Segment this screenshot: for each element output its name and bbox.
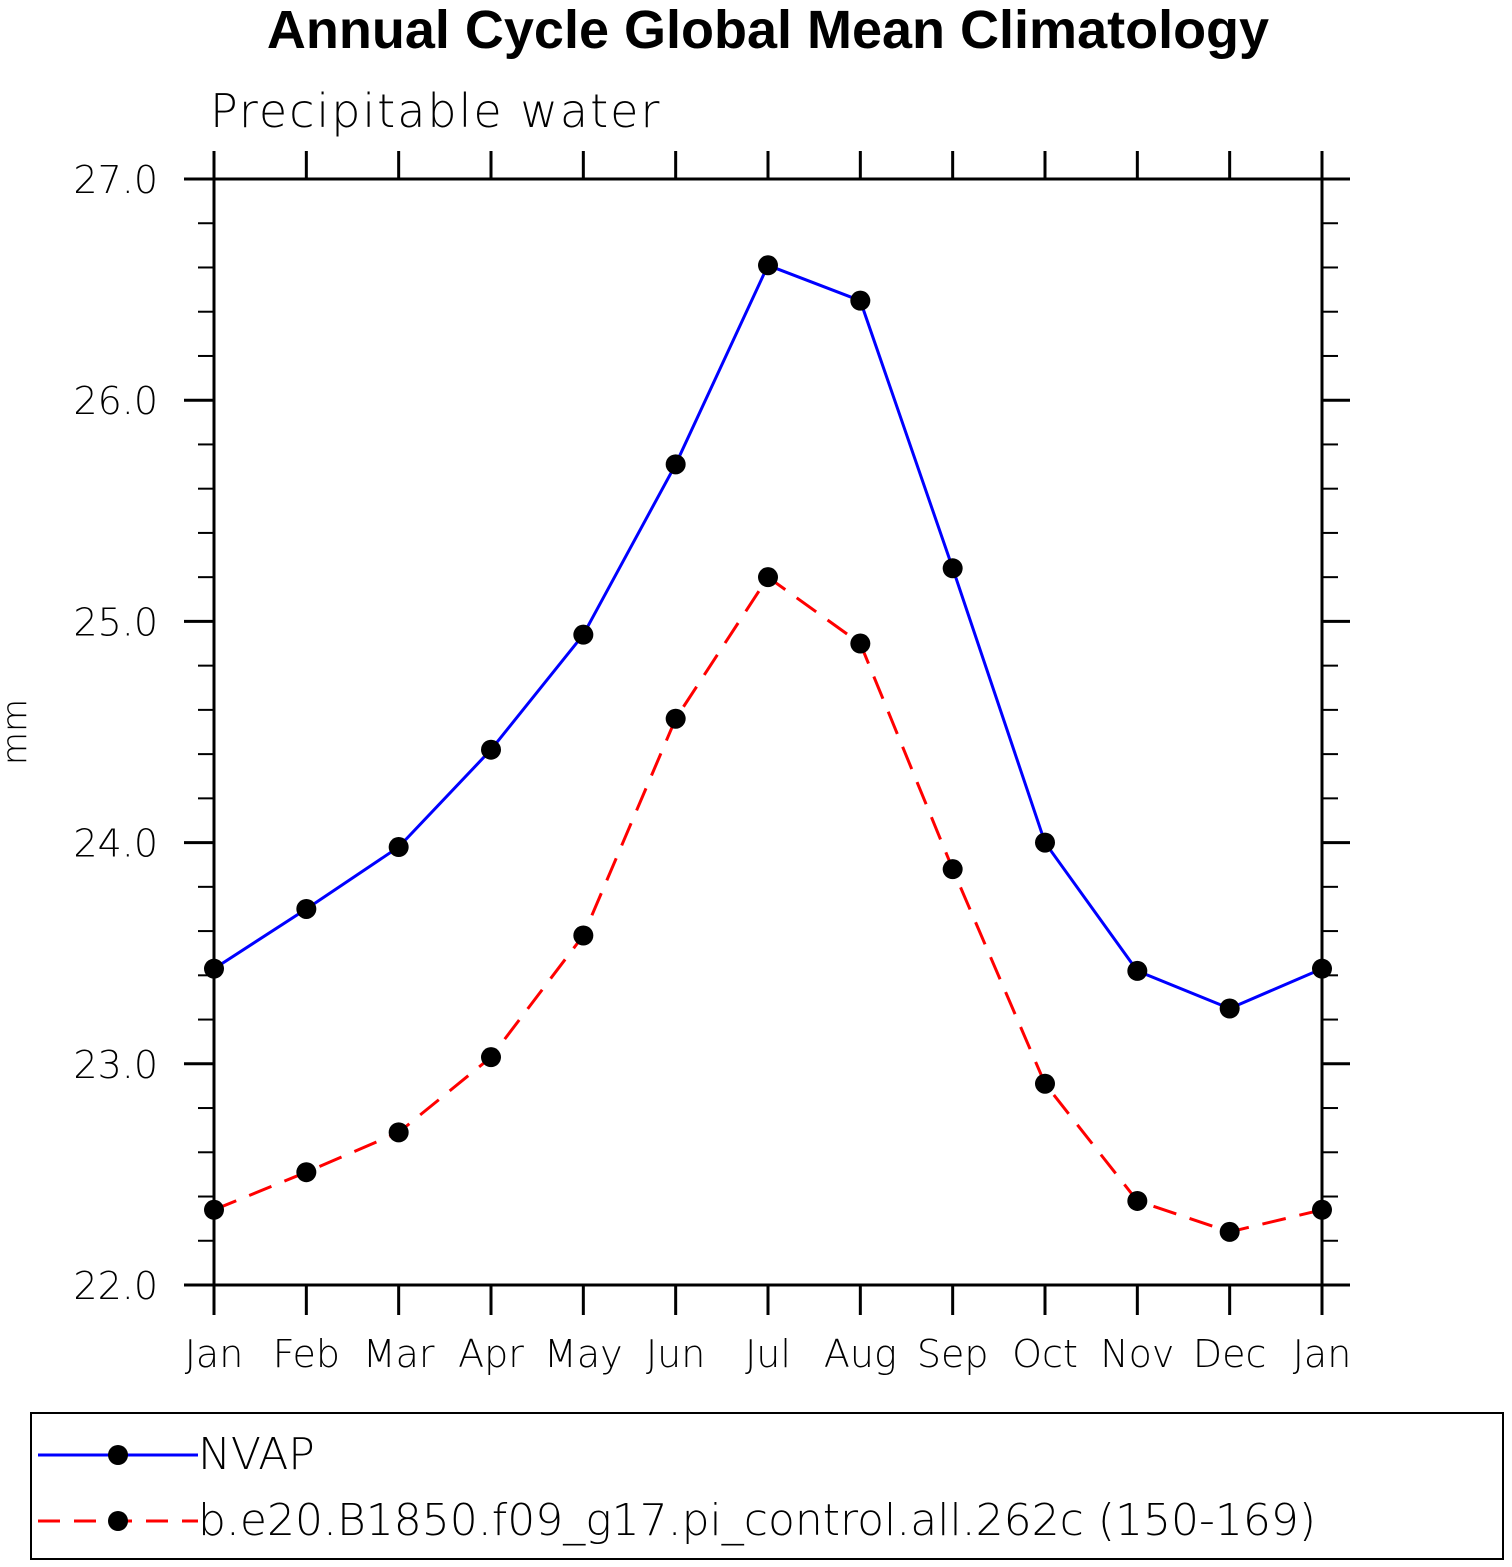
x-tick-label: Nov <box>1100 1332 1174 1376</box>
data-point-series-1 <box>573 925 594 946</box>
y-tick-label: 25.0 <box>73 600 158 644</box>
legend-item-nvap: NVAP <box>32 1424 1502 1486</box>
axis-labels: Jan Feb Mar Apr May Jun Jul Aug Sep Oct Nov Dec Jan 2… <box>0 158 1351 1376</box>
chart-title: Annual Cycle Global Mean Climatology <box>266 0 1270 60</box>
x-tick-label: Jan <box>1293 1332 1352 1376</box>
x-tick-label: Jan <box>185 1332 244 1376</box>
legend-symbol-nvap <box>38 1445 198 1465</box>
data-point-series-1 <box>665 708 686 729</box>
x-tick-label: Jun <box>646 1332 705 1376</box>
legend-item-model: b.e20.B1850.f09_g17.pi_control.all.262c … <box>32 1490 1502 1552</box>
data-point-series-1 <box>850 633 871 654</box>
data-point-series-0 <box>573 624 594 645</box>
y-tick-label: 27.0 <box>73 158 158 202</box>
data-point-series-0 <box>481 739 501 760</box>
data-point-series-0 <box>758 255 778 276</box>
x-tick-label: Oct <box>1012 1332 1078 1376</box>
y-tick-label: 23.0 <box>73 1043 158 1087</box>
x-tick-label: Mar <box>363 1332 435 1376</box>
plot-frame <box>212 177 1324 1287</box>
data-point-series-0 <box>1127 960 1148 981</box>
chart-svg: Jan Feb Mar Apr May Jun Jul Aug Sep Oct Nov Dec Jan 2… <box>0 151 1351 1376</box>
chart-subtitle: Precipitable water <box>210 84 662 138</box>
legend-label-model: b.e20.B1850.f09_g17.pi_control.all.262c … <box>198 1495 1316 1546</box>
x-tick-label: Dec <box>1193 1332 1267 1376</box>
data-point-series-1 <box>296 1162 317 1183</box>
data-point-series-0 <box>296 898 317 919</box>
legend-label-nvap: NVAP <box>198 1429 315 1480</box>
y-axis-label: mm <box>0 699 35 765</box>
data-point-series-1 <box>388 1122 409 1143</box>
data-point-series-0 <box>1035 832 1055 853</box>
data-point-series-0 <box>665 454 686 475</box>
x-tick-label: Jul <box>745 1332 791 1376</box>
legend: NVAP b.e20.B1850.f09_g17.pi_control.all.… <box>30 1412 1504 1560</box>
series-line-0 <box>213 263 1323 1011</box>
y-tick-label: 24.0 <box>73 822 158 866</box>
data-point-series-1 <box>758 567 778 588</box>
data-point-series-0 <box>1219 998 1240 1019</box>
data-point-series-1 <box>942 859 963 880</box>
x-tick-label: Feb <box>273 1332 340 1376</box>
y-tick-label: 22.0 <box>73 1264 158 1308</box>
data-point-series-0 <box>942 558 963 579</box>
x-tick-label: Apr <box>458 1332 524 1376</box>
axis-ticks <box>184 151 1350 1315</box>
x-tick-label: May <box>544 1332 623 1376</box>
y-tick-label: 26.0 <box>73 379 158 423</box>
legend-symbol-model <box>38 1511 198 1531</box>
data-point-series-0 <box>388 837 409 858</box>
data-point-series-1 <box>1127 1190 1148 1211</box>
data-point-series-1 <box>1219 1221 1240 1242</box>
series-points <box>204 255 1332 1242</box>
x-tick-label: Aug <box>824 1332 897 1376</box>
series-line-1 <box>213 575 1323 1234</box>
data-point-series-1 <box>1035 1073 1055 1094</box>
data-point-series-1 <box>481 1047 501 1068</box>
series-lines <box>213 263 1323 1234</box>
data-point-series-0 <box>850 290 871 311</box>
x-tick-label: Sep <box>917 1332 989 1376</box>
